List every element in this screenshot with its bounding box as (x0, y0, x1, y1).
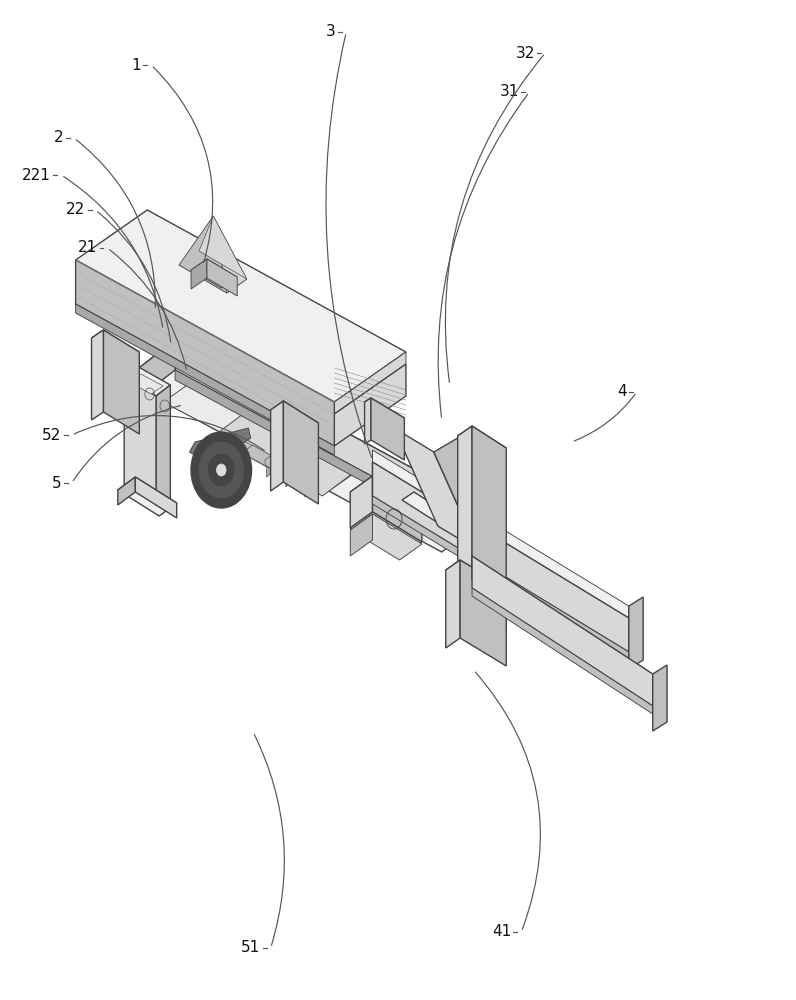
Circle shape (199, 442, 244, 498)
Text: 2: 2 (54, 130, 64, 145)
Polygon shape (334, 364, 406, 446)
Polygon shape (76, 304, 334, 455)
Polygon shape (191, 259, 237, 288)
Polygon shape (334, 352, 406, 414)
Polygon shape (350, 512, 422, 558)
Polygon shape (123, 340, 175, 410)
Text: 21: 21 (78, 240, 97, 255)
Polygon shape (92, 330, 103, 420)
Polygon shape (271, 401, 318, 432)
Polygon shape (350, 514, 422, 560)
Polygon shape (213, 216, 247, 293)
Polygon shape (472, 556, 653, 706)
Polygon shape (350, 476, 422, 522)
Polygon shape (283, 401, 318, 504)
Polygon shape (246, 445, 292, 477)
Polygon shape (118, 477, 135, 505)
Polygon shape (458, 426, 506, 458)
Polygon shape (286, 472, 292, 487)
Text: 22: 22 (66, 202, 85, 218)
Polygon shape (135, 477, 177, 518)
Polygon shape (365, 398, 371, 444)
Text: 3: 3 (326, 24, 336, 39)
Polygon shape (124, 367, 170, 396)
Polygon shape (305, 482, 311, 497)
Polygon shape (163, 378, 365, 490)
Polygon shape (350, 476, 373, 528)
Polygon shape (458, 426, 472, 620)
Polygon shape (92, 330, 139, 360)
Text: 31: 31 (500, 85, 519, 100)
Polygon shape (271, 401, 283, 491)
Text: 221: 221 (22, 167, 51, 182)
Polygon shape (373, 476, 422, 542)
Circle shape (191, 432, 252, 508)
Polygon shape (267, 462, 273, 477)
Text: 51: 51 (241, 940, 260, 956)
Polygon shape (371, 398, 404, 460)
Polygon shape (265, 455, 311, 487)
Polygon shape (175, 370, 494, 552)
Polygon shape (434, 438, 501, 550)
Polygon shape (179, 251, 247, 293)
Polygon shape (199, 216, 247, 279)
Polygon shape (394, 428, 478, 550)
Polygon shape (175, 340, 494, 542)
Polygon shape (123, 340, 494, 552)
Polygon shape (402, 492, 474, 538)
Polygon shape (373, 462, 629, 632)
Polygon shape (191, 259, 207, 289)
Polygon shape (179, 216, 227, 293)
Polygon shape (76, 260, 334, 446)
Polygon shape (373, 462, 629, 652)
Polygon shape (373, 496, 629, 660)
Polygon shape (373, 450, 629, 618)
Polygon shape (227, 435, 273, 467)
Polygon shape (472, 566, 653, 698)
Polygon shape (76, 210, 406, 402)
Text: 5: 5 (52, 476, 61, 490)
Polygon shape (446, 560, 506, 598)
Polygon shape (156, 385, 170, 511)
Polygon shape (215, 413, 352, 496)
Text: 32: 32 (516, 45, 535, 60)
Text: 4: 4 (617, 384, 626, 399)
Polygon shape (472, 426, 506, 632)
Circle shape (209, 454, 234, 486)
Polygon shape (365, 398, 404, 422)
Polygon shape (129, 374, 163, 394)
Polygon shape (179, 216, 213, 265)
Circle shape (217, 464, 226, 476)
Polygon shape (653, 665, 667, 731)
Polygon shape (460, 560, 506, 666)
Text: 52: 52 (42, 428, 61, 442)
Polygon shape (446, 560, 460, 648)
Text: 41: 41 (492, 924, 511, 940)
Polygon shape (350, 514, 373, 556)
Polygon shape (103, 330, 139, 434)
Polygon shape (124, 378, 156, 511)
Polygon shape (118, 477, 177, 516)
Polygon shape (189, 428, 251, 459)
Polygon shape (472, 556, 653, 684)
Polygon shape (472, 588, 653, 714)
Polygon shape (629, 597, 643, 669)
Text: 1: 1 (131, 57, 141, 73)
Polygon shape (207, 259, 237, 296)
